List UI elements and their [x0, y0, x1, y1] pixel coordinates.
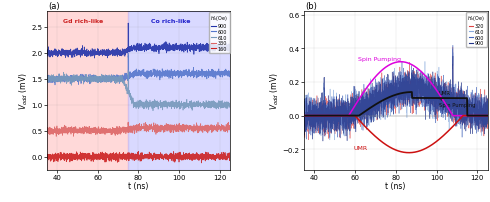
X-axis label: t (ns): t (ns)	[128, 181, 148, 190]
Text: Spin Pumping: Spin Pumping	[358, 57, 401, 62]
Text: Co rich-like: Co rich-like	[151, 19, 191, 24]
X-axis label: t (ns): t (ns)	[386, 181, 406, 190]
Text: (b): (b)	[306, 2, 318, 11]
Y-axis label: $V_{odd}$ (mV): $V_{odd}$ (mV)	[269, 72, 281, 110]
Text: UMR: UMR	[354, 146, 368, 150]
Text: Gd rich-like: Gd rich-like	[63, 19, 103, 24]
Y-axis label: $V_{odd}$ (mV): $V_{odd}$ (mV)	[17, 72, 30, 110]
Bar	[47, 12, 128, 170]
Bar	[128, 12, 230, 170]
Text: (a): (a)	[49, 2, 60, 11]
Text: UMR
+
Spin Pumping: UMR + Spin Pumping	[439, 91, 475, 107]
Legend: 320, 610, 600, 900: 320, 610, 600, 900	[466, 13, 487, 48]
Legend: 900, 600, 610, 330, 160: 900, 600, 610, 330, 160	[209, 13, 230, 53]
